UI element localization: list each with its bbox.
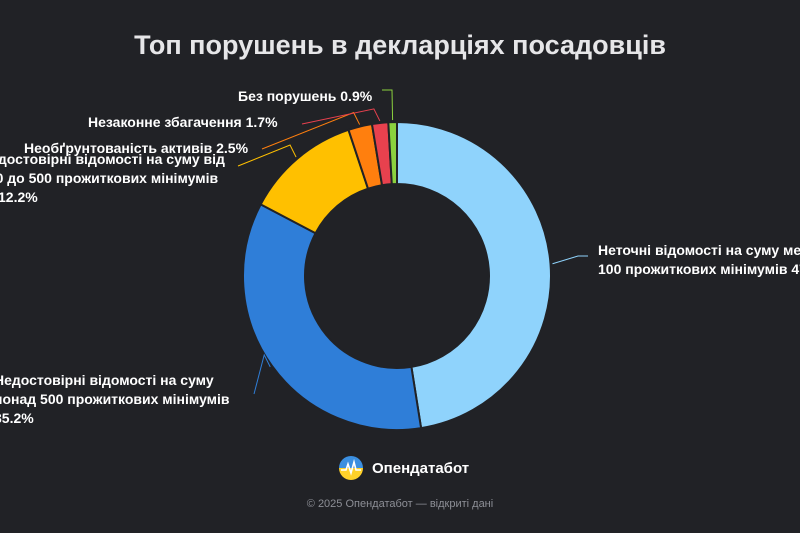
donut-slice-5[interactable] <box>387 120 398 186</box>
data-label-slice-3: Необґрунтованість активів 2.5% <box>24 140 249 156</box>
leader-line-2 <box>237 144 297 167</box>
data-label-slice-0: Неточні відомості на суму менше 100 прож… <box>598 242 800 277</box>
leader-line-3 <box>261 111 361 150</box>
data-label-slice-5: Без порушень 0.9% <box>238 88 373 104</box>
leader-line-0 <box>552 255 588 265</box>
brand: Опендатабот <box>338 455 469 481</box>
leader-line-4 <box>301 108 381 125</box>
opendatabot-logo-icon <box>339 456 363 480</box>
data-label-slice-2: Недостовірні відомості на суму від 100 д… <box>0 151 225 205</box>
footer-copyright: © 2025 Опендатабот — відкриті дані <box>306 498 494 510</box>
data-label-slice-1: Недостовірні відомості на суму понад 500… <box>0 372 230 426</box>
donut-slice-1[interactable] <box>242 203 423 431</box>
donut-slice-0[interactable] <box>396 120 552 430</box>
leader-line-1 <box>253 353 271 395</box>
leader-line-5 <box>382 89 394 121</box>
chart-title: Топ порушень в декларціях посадовців <box>134 30 666 60</box>
brand-name: Опендатабот <box>372 459 470 477</box>
data-label-slice-4: Незаконне збагачення 1.7% <box>88 114 278 130</box>
